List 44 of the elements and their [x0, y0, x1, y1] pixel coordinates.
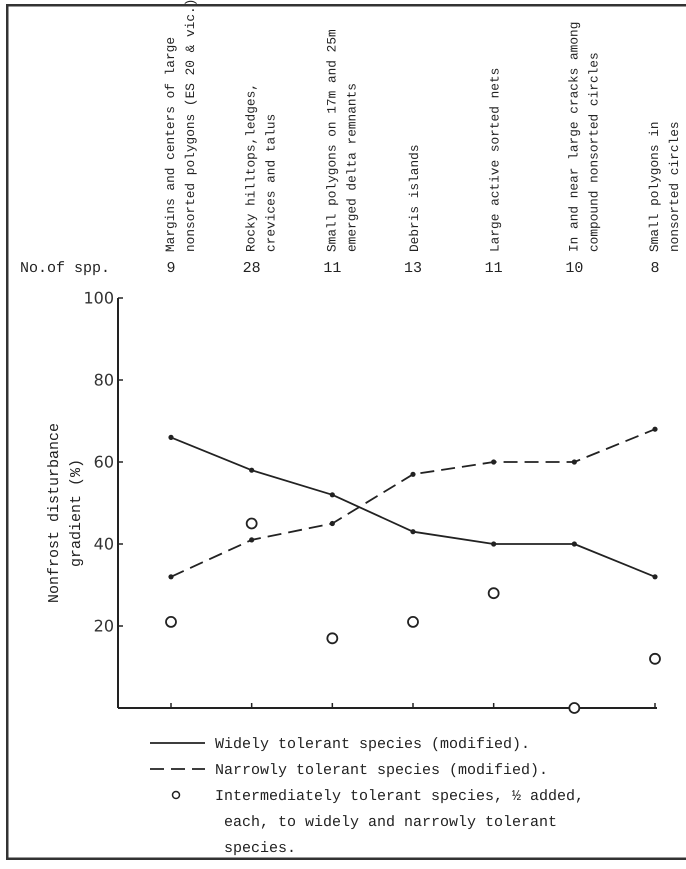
text: 9 [166, 260, 176, 277]
point [568, 702, 580, 714]
point [165, 616, 177, 628]
text: 11 [484, 260, 503, 277]
text: 28 [242, 260, 261, 277]
point [249, 468, 254, 473]
point [572, 459, 577, 465]
point [652, 426, 658, 432]
point [330, 492, 335, 498]
point [410, 472, 416, 477]
y-tick-label: 40 [94, 534, 114, 554]
text: 8 [650, 260, 660, 277]
text: 11 [323, 260, 342, 277]
text: 10 [565, 260, 584, 277]
y-tick-label: 60 [94, 452, 114, 472]
point [410, 529, 416, 534]
x-tick-label: Debris islands [407, 144, 422, 252]
point [652, 574, 658, 580]
point [168, 574, 174, 580]
legend-label: Widely tolerant species (modified). [215, 736, 530, 753]
point [168, 434, 174, 440]
legend-label: Intermediately tolerant species, ½ added, each, to widely and narrowly tolerant species. [215, 788, 584, 857]
point [488, 587, 500, 600]
point [249, 537, 254, 542]
x-tick-label: Small polygons on 17m and 25m emerged delta remnants [324, 28, 360, 252]
x-tick-label: Large active sorted nets [488, 68, 503, 252]
y-tick-label: 100 [83, 288, 114, 308]
y-axis-title: Nonfrost disturbance gradient (%) [46, 422, 85, 604]
point [572, 541, 577, 547]
point [330, 520, 335, 526]
y-tick-label: 80 [94, 370, 114, 390]
point [407, 616, 419, 628]
x-tick-label: Small polygons in nonsorted circles [647, 121, 682, 252]
y-tick-label: 20 [94, 616, 114, 636]
x-tick-label: In and near large cracks among compound nonsorted circles [566, 22, 602, 252]
legend-label: Narrowly tolerant species (modified). [215, 762, 548, 779]
point [491, 459, 496, 465]
point [246, 518, 258, 530]
text: 13 [404, 260, 422, 277]
point [649, 652, 661, 665]
x-tick-label: Rocky hilltops,ledges, crevices and talus [244, 83, 279, 252]
text: No.of spp. [20, 260, 110, 277]
point [326, 632, 338, 644]
point [491, 541, 496, 547]
